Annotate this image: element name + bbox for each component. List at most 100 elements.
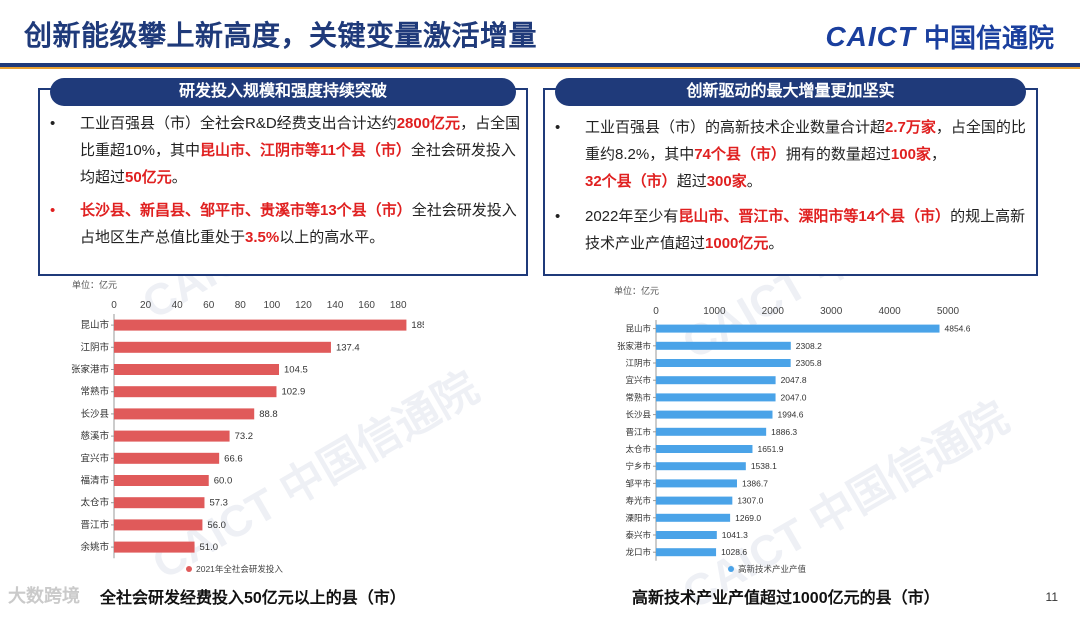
x-tick-label: 20 [140,300,152,311]
bar [656,341,791,350]
bar [656,445,753,453]
data-label: 2047.0 [781,392,807,402]
bar [114,452,220,464]
category-label: 昆山市 [625,324,651,334]
x-tick-label: 60 [203,300,215,311]
data-label: 51.0 [200,542,219,553]
right-chart-caption: 高新技术产业产值超过1000亿元的县（市） [632,590,940,607]
bar [114,364,279,375]
bar [114,386,277,398]
left-chart-caption: 全社会研发经费投入50亿元以上的县（市） [100,590,406,607]
x-tick-label: 1000 [703,306,726,317]
page-number: 11 [1045,590,1058,604]
bar [656,376,776,385]
left-bullet-2: • 长沙县、新昌县、邹平市、贵溪市等13个县（市）全社会研发投入占地区生产总值比重… [50,202,517,246]
category-label: 福清市 [80,475,109,487]
data-label: 1041.3 [722,530,748,540]
legend-label: 高新技术产业产值 [738,564,807,574]
data-label: 56.0 [207,520,226,531]
category-label: 邹平市 [625,478,651,488]
category-label: 长沙县 [80,408,109,420]
category-label: 宜兴市 [625,375,651,385]
data-label: 2047.8 [781,375,807,385]
corner-watermark: 大数跨境 [8,586,80,606]
data-label: 2305.8 [796,358,822,368]
bar [656,410,773,419]
x-tick-label: 2000 [762,306,785,317]
bar [114,475,209,486]
unit-label: 单位：亿元 [72,279,117,290]
right-chart: 单位：亿元 0 1000 2000 3000 4000 5000 昆山市 4854.6 张家港市 2… [610,282,971,578]
data-label: 137.4 [336,342,360,353]
category-label: 太仓市 [625,444,651,454]
category-label: 宜兴市 [80,452,109,464]
x-tick-label: 80 [235,300,247,311]
bar [114,319,407,331]
right-bullet-2: • 2022年至少有昆山市、晋江市、溧阳市等14个县（市）的规上高新技术产业产值超… [555,208,1026,252]
data-label: 104.5 [284,365,308,376]
data-label: 1886.3 [771,427,797,437]
bar [114,519,203,531]
data-label: 88.8 [259,409,278,420]
data-label: 1994.6 [777,410,803,420]
data-label: 185.2 [411,320,424,331]
left-summary-box: 研发投入规模和强度持续突破 • 工业百强县（市）全社会R&D经费支出合计达约280… [38,78,528,276]
bar [114,541,195,553]
left-chart-svg: 单位：亿元 0 20 40 60 80 100 120 140 160 180 昆山市 185.2 江阴市… [71,279,435,574]
x-tick-label: 140 [327,300,344,311]
right-bullets: • 工业百强县（市）的高新技术企业数量合计超2.7万家，占全国的比重约8.2%，其… [549,114,1033,263]
x-tick-label: 4000 [878,306,901,317]
data-label: 1028.6 [721,547,747,557]
bar [656,393,776,402]
data-label: 4854.6 [945,324,970,334]
category-label: 江阴市 [80,341,109,353]
right-bullet-1: • 工业百强县（市）的高新技术企业数量合计超2.7万家，占全国的比重约8.2%，其… [555,119,1026,190]
bar [114,341,331,353]
data-label: 102.9 [281,387,305,398]
category-label: 晋江市 [625,427,651,437]
left-bullets: • 工业百强县（市）全社会R&D经费支出合计达约2800亿元，占全国比重超10%，… [44,110,522,257]
right-box-heading: 创新驱动的最大增量更加坚实 [555,78,1026,106]
category-label: 江阴市 [625,358,651,368]
bar [656,427,767,436]
data-label: 2308.2 [796,341,822,351]
legend-label: 2021年全社会研发投入 [196,564,283,574]
category-label: 慈溪市 [80,430,109,442]
bar [114,408,255,420]
legend-marker [728,566,734,572]
category-label: 晋江市 [80,519,109,531]
data-label: 1538.1 [751,461,777,471]
x-tick-label: 0 [111,300,117,311]
category-label: 泰兴市 [625,530,651,540]
bar [656,548,717,557]
category-label: 常熟市 [80,386,109,398]
x-tick-label: 120 [295,300,312,311]
data-label: 66.6 [224,453,243,464]
category-label: 溧阳市 [625,513,651,523]
category-label: 龙口市 [625,547,651,557]
data-label: 1269.0 [735,513,761,523]
bar [656,324,940,333]
right-chart-svg: 单位：亿元 0 1000 2000 3000 4000 5000 昆山市 4854.6 张家港市 2… [614,285,971,574]
legend-marker [186,566,192,572]
logo-cn: 中国信通院 [923,23,1054,53]
left-bullet-1: • 工业百强县（市）全社会R&D经费支出合计达约2800亿元，占全国比重超10%，… [50,115,521,186]
left-box-heading: 研发投入规模和强度持续突破 [50,78,516,106]
data-label: 73.2 [235,431,254,442]
category-label: 张家港市 [71,364,110,376]
category-label: 宁乡市 [625,461,651,471]
logo-en: CAICT [825,20,916,52]
category-label: 寿光市 [625,496,651,506]
header-divider-accent [0,67,1080,69]
bar [114,430,230,442]
page-title: 创新能级攀上新高度，关键变量激活增量 [24,20,538,51]
category-label: 长沙县 [625,410,651,420]
bar [656,479,737,488]
x-tick-label: 160 [358,300,375,311]
category-label: 太仓市 [80,497,109,509]
left-chart: 单位：亿元 0 20 40 60 80 100 120 140 160 180 昆山市 185.2 江阴市… [64,278,435,578]
x-tick-label: 5000 [937,306,960,317]
category-label: 张家港市 [617,341,652,351]
x-tick-label: 3000 [820,306,843,317]
unit-label: 单位：亿元 [614,285,659,296]
